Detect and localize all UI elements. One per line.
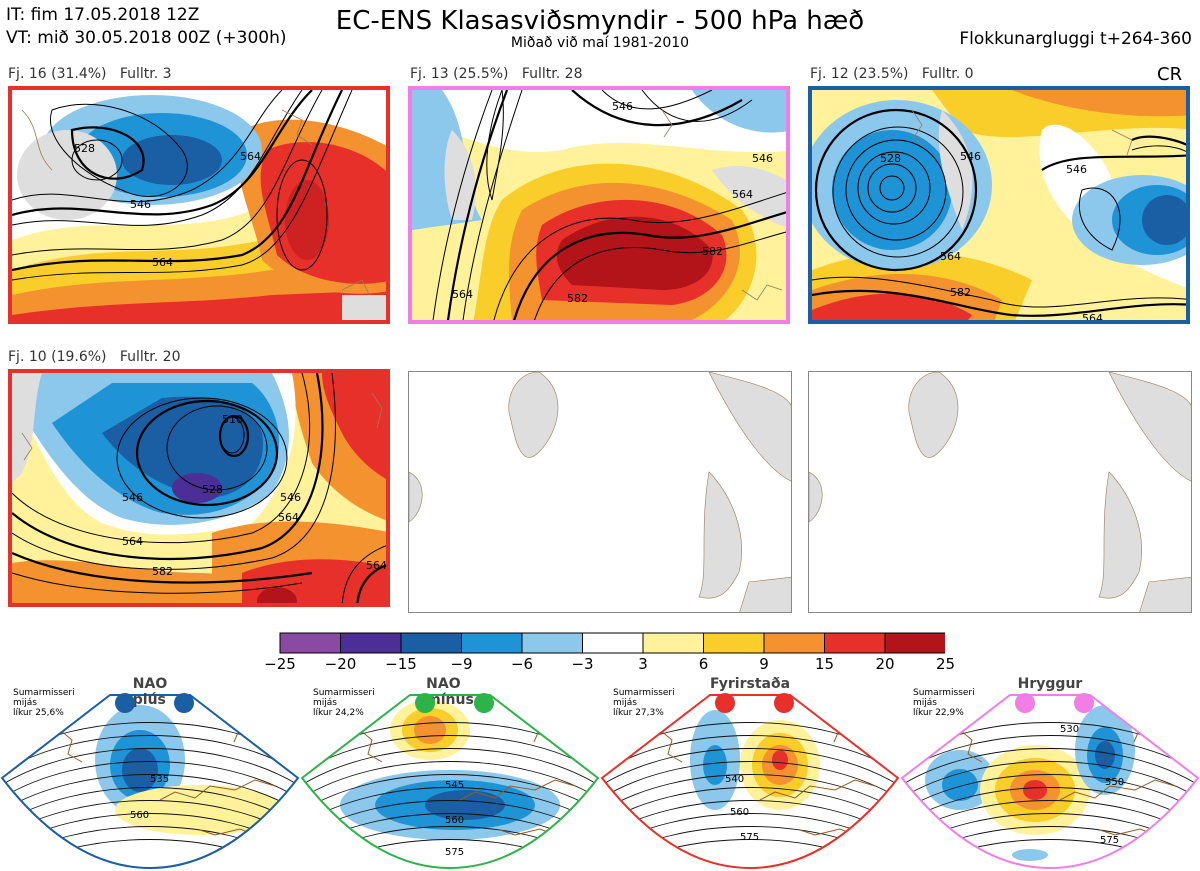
- regime-title: NAO mínus: [426, 676, 474, 708]
- colorbar-tick-label: 25: [935, 655, 956, 673]
- regime-marker-dot: [715, 693, 735, 713]
- contour-label: 546: [1066, 163, 1087, 176]
- panel-4-label: Fj. 10 (19.6%) Fulltr. 20: [8, 349, 181, 365]
- contour-label: 582: [152, 565, 173, 578]
- regime-contour-label: 560: [130, 810, 149, 821]
- cluster-map-2: 546 564 582 582 546 564: [408, 86, 790, 324]
- empty-map-6: [808, 371, 1192, 613]
- regime-description: Sumarmisseri mijás líkur 27,3%: [613, 688, 675, 718]
- regime-map: 540 560 575: [600, 694, 900, 870]
- regime-marker-dot: [174, 693, 194, 713]
- contour-label: 582: [567, 292, 588, 305]
- panel-2-label: Fj. 13 (25.5%) Fulltr. 28: [410, 66, 583, 82]
- contour-label: 564: [278, 511, 299, 524]
- contour-label: 564: [732, 188, 753, 201]
- regime-title: Hryggur: [1017, 676, 1083, 692]
- contour-label: 582: [950, 286, 971, 299]
- header-title-block: EC-ENS Klasasviðsmyndir - 500 hPa hæð Mi…: [300, 6, 900, 50]
- colorbar-swatch: [461, 632, 523, 654]
- contour-label: 564: [1082, 312, 1103, 324]
- contour-label: 564: [452, 288, 473, 301]
- panel-1-label: Fj. 16 (31.4%) Fulltr. 3: [8, 66, 172, 82]
- contour-label: 546: [612, 100, 633, 113]
- panel-3-label: Fj. 12 (23.5%) Fulltr. 0: [810, 66, 974, 82]
- colorbar-swatch: [400, 632, 462, 654]
- colorbar-tick-label: −6: [510, 655, 534, 673]
- colorbar-tick-label: 20: [875, 655, 895, 673]
- contour-label: 546: [960, 150, 981, 163]
- regime-marker-dot: [115, 693, 135, 713]
- colorbar-swatch: [521, 632, 583, 654]
- contour-label: 528: [880, 152, 901, 165]
- colorbar-tick-label: 6: [698, 655, 709, 673]
- colorbar-swatch: [582, 632, 644, 654]
- colorbar-swatch: [824, 632, 886, 654]
- cluster-map-4: 510 528 546 546 564 564 582 564: [8, 369, 390, 607]
- contour-label: 582: [702, 245, 723, 258]
- regime-marker-dot: [474, 693, 494, 713]
- colorbar-swatch: [642, 632, 704, 654]
- cluster-map-1: 528 546 564 564: [8, 86, 390, 324]
- contour-label: 564: [940, 250, 961, 263]
- contour-label: 510: [222, 413, 243, 426]
- regime-map: 530 550 575: [900, 694, 1200, 870]
- colorbar-tick-label: 15: [814, 655, 835, 673]
- colorbar-swatch: [884, 632, 945, 654]
- regime-contour-label: 530: [1060, 724, 1079, 735]
- page-title: EC-ENS Klasasviðsmyndir - 500 hPa hæð: [335, 6, 865, 36]
- init-time: IT: fim 17.05.2018 12Z: [6, 5, 200, 25]
- colorbar-swatch: [763, 632, 825, 654]
- regime-contour-label: 575: [445, 847, 464, 858]
- regime-description: Sumarmisseri mijás líkur 22,9%: [913, 688, 975, 718]
- colorbar-tick-label: 9: [759, 655, 769, 673]
- regime-contour-label: 560: [730, 807, 749, 818]
- regime-marker-dot: [415, 693, 435, 713]
- regime-title: NAO plús: [132, 676, 168, 708]
- regime-contour-label: 535: [150, 774, 169, 785]
- contour-label: 564: [240, 150, 261, 163]
- regime-contour-label: 560: [445, 815, 464, 826]
- regime-contour-label: 575: [1100, 835, 1119, 846]
- regime-title: Fyrirstaða: [709, 676, 791, 692]
- colorbar-tick-label: −25: [264, 655, 296, 673]
- contour-label: 546: [130, 198, 151, 211]
- colorbar: [279, 632, 945, 654]
- colorbar-swatch: [340, 632, 402, 654]
- regime-map: 545 560 575: [300, 694, 600, 870]
- regime-contour-label: 575: [740, 832, 759, 843]
- colorbar-swatch: [703, 632, 765, 654]
- regime-map: 535 560: [0, 694, 300, 870]
- contour-label: 564: [122, 535, 143, 548]
- regime-contour-label: 545: [445, 780, 464, 791]
- header-info: IT: fim 17.05.2018 12Z VT: mið 30.05.201…: [6, 4, 287, 50]
- contour-label: 546: [752, 152, 773, 165]
- contour-label: 528: [202, 483, 223, 496]
- page-subtitle: Miðað við maí 1981-2010: [510, 35, 690, 51]
- colorbar-tick-label: −15: [385, 655, 417, 673]
- contour-label: 528: [74, 142, 95, 155]
- colorbar-tick-label: −20: [324, 655, 357, 673]
- contour-label: 564: [152, 256, 173, 269]
- regime-contour-label: 540: [725, 774, 744, 785]
- cluster-map-3: 528 546 546 564 582 564: [808, 86, 1190, 324]
- colorbar-swatch: [279, 632, 341, 654]
- colorbar-tick-label: −3: [571, 655, 594, 673]
- regime-marker-dot: [1015, 693, 1035, 713]
- colorbar-tick-label: 3: [638, 655, 648, 673]
- regime-marker-dot: [1074, 693, 1094, 713]
- contour-label: 546: [122, 491, 143, 504]
- contour-label: 564: [366, 559, 387, 572]
- colorbar-tick-label: −9: [450, 655, 473, 673]
- empty-map-5: [408, 371, 792, 613]
- cr-label: CR: [1157, 64, 1183, 85]
- contour-label: 546: [280, 491, 301, 504]
- classification-window: Flokkunargluggi t+264-360: [959, 29, 1192, 49]
- valid-time: VT: mið 30.05.2018 00Z (+300h): [6, 28, 287, 48]
- regime-marker-dot: [774, 693, 794, 713]
- regime-description: Sumarmisseri mijás líkur 25,6%: [13, 688, 75, 718]
- regime-description: Sumarmisseri mijás líkur 24,2%: [313, 688, 375, 718]
- regime-contour-label: 550: [1105, 777, 1124, 788]
